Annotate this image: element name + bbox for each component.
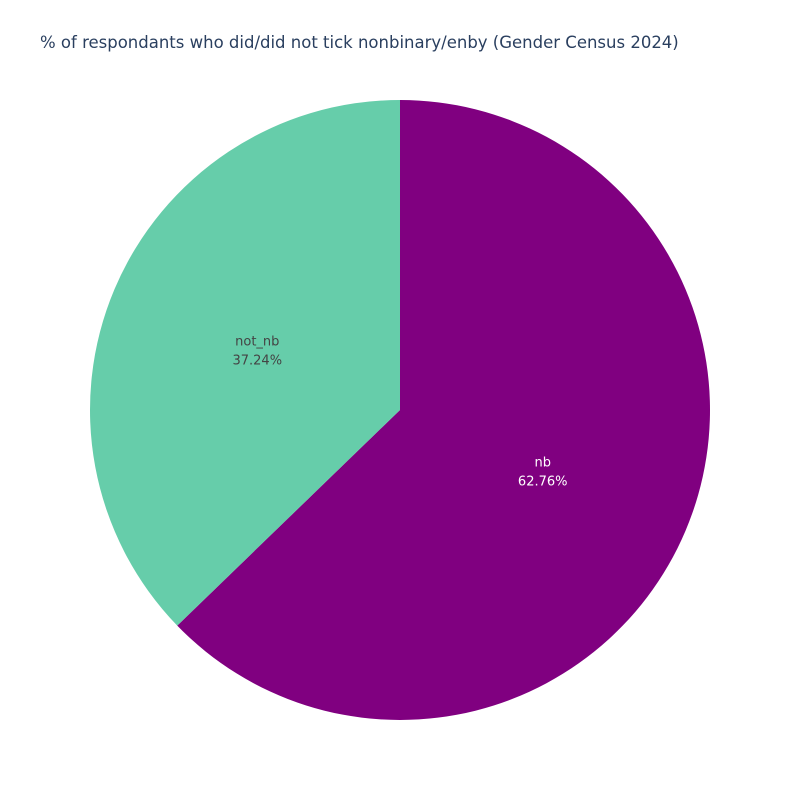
pie-slice-nb — [177, 100, 710, 720]
slice-label-not_nb: not_nb — [235, 335, 279, 350]
slice-value-not_nb: 37.24% — [232, 354, 282, 369]
pie-labels: nb 62.76% not_nb 37.24% — [232, 335, 567, 490]
slice-value-nb: 62.76% — [518, 474, 568, 489]
slice-label-nb: nb — [534, 455, 551, 470]
pie-slice-not_nb — [89, 99, 400, 626]
pie-slices — [89, 99, 710, 720]
chart-title: % of respondants who did/did not tick no… — [40, 33, 679, 52]
